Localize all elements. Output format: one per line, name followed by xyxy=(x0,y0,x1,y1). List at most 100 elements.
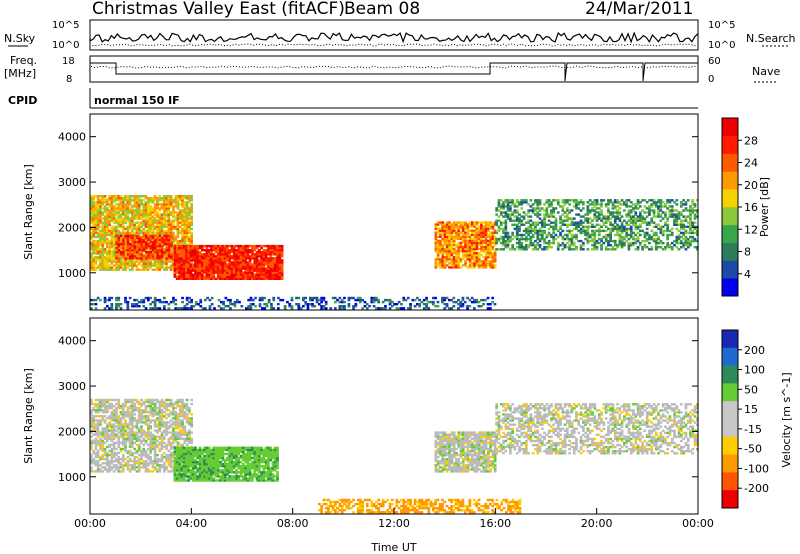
power-cell xyxy=(445,260,449,263)
power-cell xyxy=(531,221,535,224)
power-cell xyxy=(487,227,490,230)
power-cell xyxy=(99,217,102,220)
power-cell xyxy=(96,231,100,235)
power-cell xyxy=(475,239,479,243)
power-cell xyxy=(216,271,220,274)
power-cell xyxy=(96,199,100,202)
velocity-cell xyxy=(92,429,95,432)
power-cell xyxy=(575,207,578,210)
power-cell xyxy=(452,237,456,240)
power-cell xyxy=(468,245,472,249)
power-cell xyxy=(489,256,492,259)
power-cell xyxy=(441,223,445,226)
power-cell xyxy=(473,239,476,243)
power-cell xyxy=(604,215,608,218)
power-cell xyxy=(536,199,540,202)
power-cell xyxy=(228,267,231,270)
power-cell xyxy=(115,213,118,216)
power-cell xyxy=(172,205,175,208)
power-cell xyxy=(359,300,362,304)
power-cell xyxy=(363,300,367,304)
power-cell xyxy=(153,303,157,306)
power-cell xyxy=(464,260,467,263)
power-cell xyxy=(597,207,601,210)
power-cell xyxy=(183,201,187,204)
power-cell xyxy=(167,219,171,222)
power-cell xyxy=(188,300,191,304)
power-cell xyxy=(180,265,184,268)
power-cell xyxy=(235,251,238,254)
power-cell xyxy=(278,271,282,274)
power-cell xyxy=(154,253,157,256)
power-cell xyxy=(556,201,560,204)
power-cell xyxy=(212,253,216,256)
power-cell xyxy=(165,251,169,254)
power-cell xyxy=(191,253,195,256)
power-cell xyxy=(135,207,139,210)
power-cell xyxy=(561,223,565,226)
power-cell xyxy=(255,269,259,272)
power-cell xyxy=(176,229,180,233)
power-cell xyxy=(661,229,665,233)
power-cell xyxy=(480,260,483,263)
power-cell xyxy=(515,215,519,218)
power-cell xyxy=(489,227,492,230)
power-cell xyxy=(167,253,171,256)
velocity-cell xyxy=(96,439,100,442)
power-cell xyxy=(153,203,157,206)
power-cell xyxy=(466,223,470,226)
power-cell xyxy=(691,207,695,210)
date-title: 24/Mar/2011 xyxy=(585,0,693,19)
power-cell xyxy=(484,245,488,249)
power-cell xyxy=(693,205,697,208)
power-cell xyxy=(397,300,401,304)
power-cell xyxy=(142,240,146,244)
power-cell xyxy=(568,209,571,212)
power-cell xyxy=(570,209,574,212)
power-cell xyxy=(543,231,546,235)
power-cell xyxy=(475,243,479,247)
power-cell xyxy=(101,262,105,265)
power-cell xyxy=(258,275,261,278)
power-cell xyxy=(198,261,202,264)
power-cell xyxy=(627,246,631,249)
velocity-cell xyxy=(101,427,105,430)
power-cell xyxy=(538,233,542,237)
power-cell xyxy=(156,260,159,263)
power-cell xyxy=(473,264,476,267)
power-cell xyxy=(183,219,187,222)
power-cell xyxy=(137,225,141,228)
power-cell xyxy=(273,275,277,278)
power-cell xyxy=(221,261,225,264)
power-cell xyxy=(124,262,127,265)
velocity-cell xyxy=(110,460,114,463)
power-cell xyxy=(226,267,229,270)
power-cell xyxy=(278,255,282,258)
power-cell xyxy=(471,221,474,224)
power-cell xyxy=(137,207,141,210)
power-cell xyxy=(94,195,98,198)
power-cell xyxy=(94,239,98,243)
power-cell xyxy=(636,215,640,218)
power-cell xyxy=(182,253,186,256)
power-cell xyxy=(493,221,497,224)
power-cell xyxy=(165,213,168,216)
power-cell xyxy=(550,209,553,212)
power-cell xyxy=(450,241,454,245)
velocity-cell xyxy=(101,411,105,414)
velocity-cell xyxy=(101,404,105,408)
power-cell xyxy=(158,217,162,220)
power-cell xyxy=(244,267,247,270)
power-cell xyxy=(452,235,456,238)
power-cell xyxy=(267,263,270,266)
power-cell xyxy=(506,213,510,216)
power-cell xyxy=(103,217,107,220)
power-cell xyxy=(643,211,647,214)
power-cell xyxy=(675,223,679,226)
power-cell xyxy=(645,207,649,210)
velocity-cell xyxy=(96,431,100,434)
power-cell xyxy=(543,239,546,243)
power-cell xyxy=(691,221,695,224)
power-cell xyxy=(203,257,206,260)
power-cell xyxy=(582,207,585,210)
